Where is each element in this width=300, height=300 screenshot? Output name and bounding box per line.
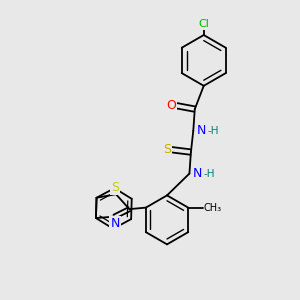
Text: O: O xyxy=(166,99,176,112)
Text: CH₃: CH₃ xyxy=(204,202,222,213)
Text: S: S xyxy=(163,143,171,156)
Text: S: S xyxy=(111,181,119,194)
Text: N: N xyxy=(197,124,206,137)
Text: -H: -H xyxy=(208,126,219,136)
Text: Cl: Cl xyxy=(198,19,209,29)
Text: N: N xyxy=(193,167,203,180)
Text: N: N xyxy=(110,217,120,230)
Text: -H: -H xyxy=(204,169,215,178)
